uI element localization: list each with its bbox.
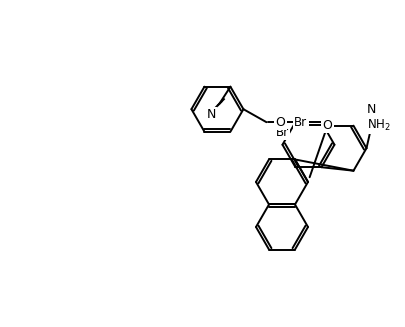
Text: O: O	[275, 116, 285, 129]
Text: NH$_2$: NH$_2$	[367, 118, 390, 133]
Text: Br: Br	[275, 126, 288, 139]
Text: N: N	[206, 108, 215, 121]
Text: Br: Br	[294, 116, 307, 129]
Text: N: N	[366, 103, 375, 116]
Text: O: O	[322, 119, 332, 132]
